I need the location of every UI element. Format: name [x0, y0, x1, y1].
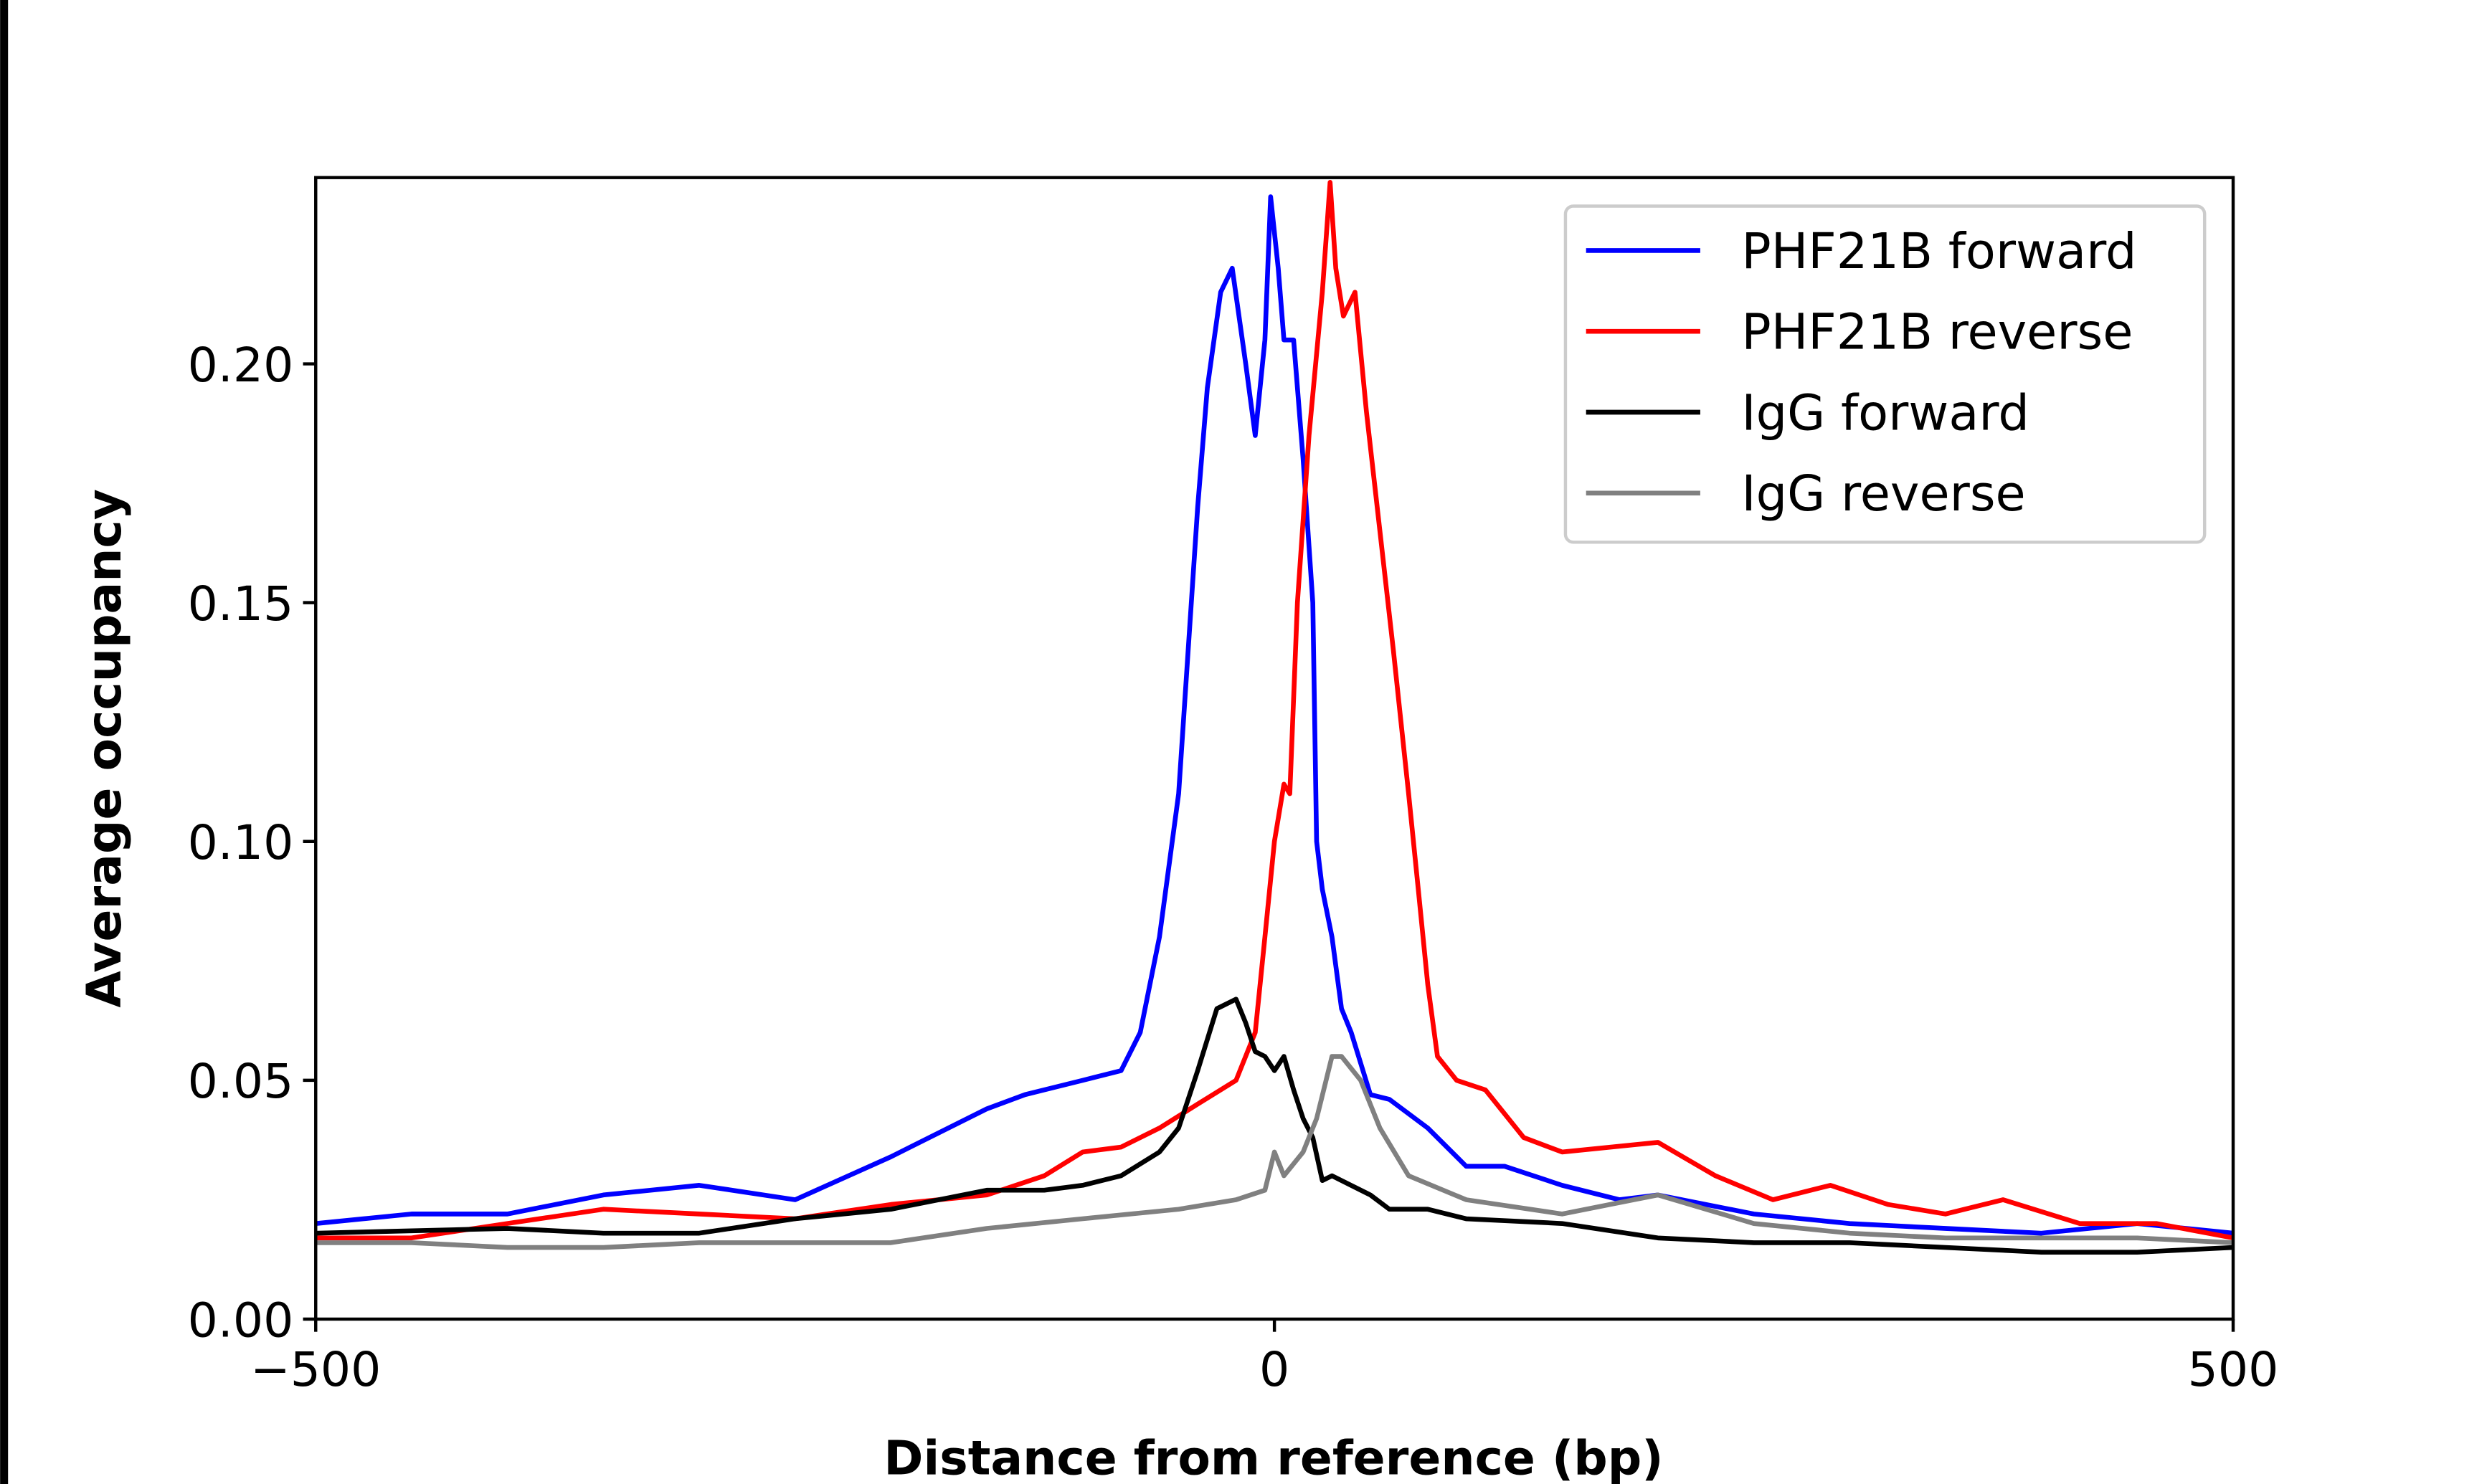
series-line-2: [316, 997, 2234, 1255]
y-tick-label: 0.20: [188, 337, 294, 393]
x-tick-label: −500: [250, 1341, 381, 1397]
y-tick-label: 0.10: [188, 814, 294, 870]
legend-label-2: IgG forward: [1741, 384, 2029, 442]
x-tick-label: 500: [2188, 1341, 2279, 1397]
y-tick-label: 0.15: [188, 576, 294, 632]
x-axis-label: Distance from reference (bp): [884, 1430, 1663, 1484]
series-line-3: [316, 1054, 2234, 1250]
legend: PHF21B forward PHF21B reverse IgG forward I…: [1563, 204, 2207, 544]
y-tick-label: 0.05: [188, 1053, 294, 1109]
x-tick-label: 0: [1259, 1341, 1289, 1397]
series-line-0: [316, 194, 2234, 1236]
y-tick-label: 0.00: [188, 1292, 294, 1348]
left-border: [0, 0, 9, 1484]
axis-ticks: −500 0 500 0.00 0.05 0.10 0.15 0.20: [188, 337, 2279, 1397]
plot-area: [316, 180, 2234, 1255]
series-line-1: [316, 180, 2234, 1241]
legend-label-3: IgG reverse: [1741, 465, 2025, 523]
legend-label-1: PHF21B reverse: [1741, 304, 2133, 361]
legend-box: [1563, 204, 2207, 544]
legend-label-0: PHF21B forward: [1741, 223, 2136, 280]
y-axis-label: Average occupancy: [76, 489, 132, 1008]
